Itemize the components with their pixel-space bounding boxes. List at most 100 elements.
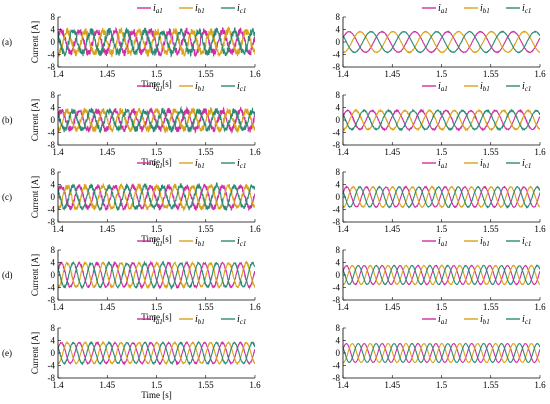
x-tick-label: 1.6 (534, 147, 546, 157)
series-ib1 (343, 108, 540, 132)
series-ic1 (343, 264, 540, 286)
chart-panel-b-right: 8 4 0 -4 -81.4 1.45 1.5 1.55 1.6 ia1 ib1 ic1 (333, 81, 547, 157)
x-axis-title: Time [s] (141, 79, 171, 89)
legend-label-b1: ib1 (195, 3, 205, 15)
x-tick-label: 1.6 (534, 380, 546, 390)
x-tick-label: 1.4 (52, 302, 64, 312)
legend-label-c1: ic1 (237, 3, 246, 15)
series-ib1 (343, 184, 540, 209)
y-tick-label: 0 (51, 348, 56, 358)
x-tick-label: 1.45 (99, 380, 115, 390)
legend-label-a1: ia1 (153, 236, 163, 248)
x-tick-label: 1.45 (99, 69, 115, 79)
legend-label-a1: ia1 (438, 314, 448, 326)
y-tick-label: 4 (336, 336, 341, 346)
y-tick-label: 8 (51, 12, 56, 22)
traces (343, 264, 540, 286)
y-tick-label: 0 (336, 37, 341, 47)
y-tick-label: -4 (48, 361, 56, 371)
x-tick-label: 1.6 (534, 302, 546, 312)
traces (58, 340, 255, 366)
chart-panel-e-left: 8 4 0 -4 -81.4 1.45 1.5 1.55 1.6 Time [s] Current … (30, 314, 261, 400)
y-tick-label: 0 (336, 115, 341, 125)
x-axis-title: Time [s] (141, 157, 171, 167)
y-axis-title: Current [A] (30, 332, 40, 374)
x-tick-label: 1.55 (483, 380, 499, 390)
x-tick-label: 1.6 (534, 224, 546, 234)
y-tick-label: 0 (336, 348, 341, 358)
y-tick-label: 0 (51, 115, 56, 125)
series-ic1 (58, 260, 255, 290)
y-axis-title: Current [A] (30, 99, 40, 141)
x-tick-label: 1.5 (151, 302, 163, 312)
x-tick-label: 1.5 (151, 224, 163, 234)
legend-label-b1: ib1 (195, 158, 205, 170)
series-ia1 (343, 108, 540, 132)
y-tick-label: -8 (333, 62, 341, 72)
series-ic1 (343, 342, 540, 364)
x-tick-label: 1.6 (534, 69, 546, 79)
x-tick-label: 1.55 (483, 302, 499, 312)
legend-label-c1: ic1 (522, 314, 531, 326)
row-label: (a) (2, 37, 12, 47)
series-ic1 (343, 108, 540, 132)
y-tick-label: -8 (48, 140, 56, 150)
series-ic1 (58, 181, 255, 212)
y-tick-label: 4 (51, 336, 56, 346)
x-tick-label: 1.55 (483, 69, 499, 79)
x-tick-label: 1.6 (249, 147, 261, 157)
y-tick-label: -8 (333, 295, 341, 305)
legend-label-b1: ib1 (195, 236, 205, 248)
y-tick-label: 4 (336, 180, 341, 190)
x-tick-label: 1.4 (337, 302, 349, 312)
series-ia1 (343, 30, 540, 54)
series-ic1 (58, 340, 255, 366)
y-tick-label: 0 (336, 192, 341, 202)
x-tick-label: 1.5 (436, 69, 448, 79)
legend-label-c1: ic1 (522, 3, 531, 15)
y-axis-title: Current [A] (30, 21, 40, 63)
legend-label-a1: ia1 (438, 3, 448, 15)
y-tick-label: 8 (51, 90, 56, 100)
x-tick-label: 1.55 (198, 224, 214, 234)
legend-label-b1: ib1 (480, 158, 490, 170)
x-tick-label: 1.55 (198, 302, 214, 312)
x-tick-label: 1.45 (99, 302, 115, 312)
x-axis-title: Time [s] (141, 234, 171, 244)
x-tick-label: 1.4 (52, 224, 64, 234)
x-tick-label: 1.45 (384, 69, 400, 79)
y-axis-title: Current [A] (30, 254, 40, 296)
series-ia1 (343, 264, 540, 286)
y-tick-label: -8 (48, 373, 56, 383)
chart-panel-c-right: 8 4 0 -4 -81.4 1.45 1.5 1.55 1.6 ia1 ib1 ic1 (333, 158, 547, 234)
legend-label-c1: ic1 (237, 236, 246, 248)
y-tick-label: 4 (336, 103, 341, 113)
series-ic1 (343, 185, 540, 209)
chart-panel-c-left: 8 4 0 -4 -81.4 1.45 1.5 1.55 1.6 Time [s] Current … (30, 158, 261, 244)
legend-label-a1: ia1 (438, 158, 448, 170)
legend-label-c1: ic1 (522, 158, 531, 170)
legend-label-a1: ia1 (438, 236, 448, 248)
x-tick-label: 1.45 (384, 302, 400, 312)
row-label: (c) (2, 192, 12, 202)
y-tick-label: -4 (48, 205, 56, 215)
x-tick-label: 1.4 (52, 147, 64, 157)
row-label: (e) (2, 348, 12, 358)
x-tick-label: 1.5 (436, 302, 448, 312)
x-tick-label: 1.45 (99, 224, 115, 234)
traces (343, 108, 540, 132)
legend-label-a1: ia1 (153, 3, 163, 15)
x-tick-label: 1.4 (52, 380, 64, 390)
y-tick-label: 8 (336, 167, 341, 177)
y-tick-label: -4 (333, 361, 341, 371)
chart-panel-b-left: 8 4 0 -4 -81.4 1.45 1.5 1.55 1.6 Time [s] Current … (30, 81, 261, 167)
legend-label-b1: ib1 (480, 81, 490, 93)
series-ib1 (58, 340, 255, 366)
y-tick-label: -4 (333, 283, 341, 293)
y-tick-label: 4 (336, 258, 341, 268)
traces (343, 342, 540, 364)
x-tick-label: 1.6 (249, 69, 261, 79)
traces (58, 260, 255, 290)
legend-label-c1: ic1 (522, 236, 531, 248)
